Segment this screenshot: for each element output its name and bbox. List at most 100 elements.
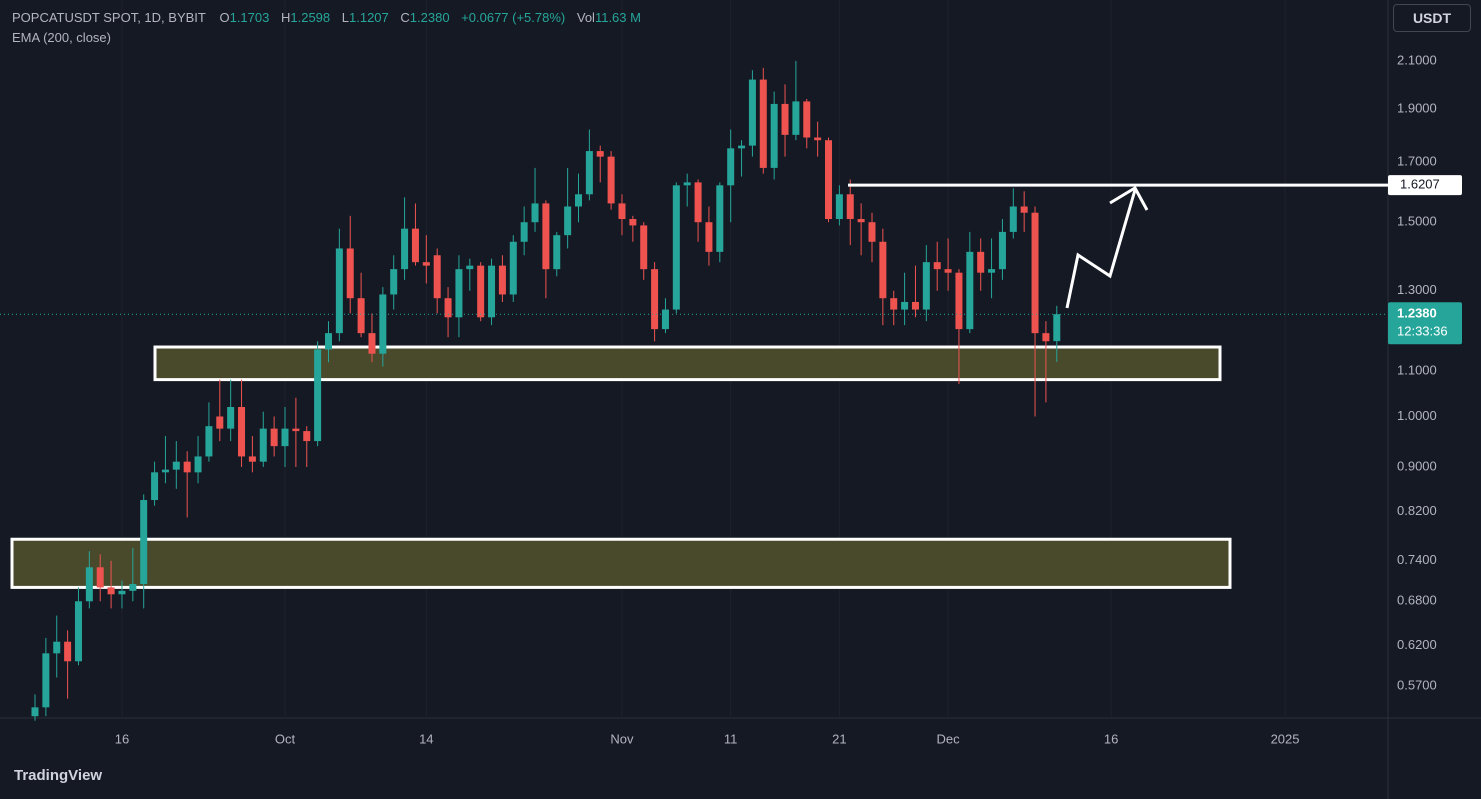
candle-body (922, 262, 930, 310)
candle-body (324, 333, 332, 350)
candle-body (825, 140, 833, 220)
candle-body (911, 301, 919, 310)
label: Vol (576, 10, 595, 25)
candle-body (172, 461, 180, 470)
value: 1.2380 (409, 10, 450, 25)
candle-body (64, 641, 72, 662)
candle-body (520, 222, 528, 242)
candle-body (944, 269, 952, 273)
y-tick-label: 0.8200 (1397, 503, 1437, 518)
candle-body (498, 265, 506, 295)
candle-body (1009, 206, 1017, 232)
y-tick-label: 0.7400 (1397, 552, 1437, 567)
candle-body (422, 262, 430, 266)
candle-body (118, 590, 126, 595)
x-tick-label: 21 (832, 731, 846, 746)
candle-body (705, 222, 713, 252)
candle-body (42, 653, 50, 708)
candle-body (672, 185, 680, 310)
candle-body (248, 456, 256, 462)
y-tick-label: 1.5000 (1397, 214, 1437, 229)
candle-body (977, 251, 985, 273)
candle-body (444, 298, 452, 318)
candle-body (31, 707, 39, 717)
currency-button[interactable]: USDT (1393, 4, 1471, 32)
candle-body (509, 241, 517, 295)
candle-body (368, 333, 376, 354)
candle-body (346, 248, 354, 299)
indicator: EMA (200, close) (12, 30, 111, 45)
candle-body (194, 456, 202, 473)
candle-body (411, 228, 419, 263)
y-tick-label: 2.1000 (1397, 52, 1437, 67)
candle-body (1042, 333, 1050, 342)
candle-body (314, 349, 322, 442)
candle-body (129, 583, 137, 591)
candle-body (531, 203, 539, 223)
candle-body (107, 587, 115, 595)
candle-body (151, 472, 159, 501)
candle-body (238, 407, 246, 457)
x-tick-label: 11 (724, 731, 738, 746)
candle-body (390, 269, 398, 295)
candle-body (770, 103, 778, 168)
candle-body (74, 601, 82, 662)
candle-body (575, 194, 582, 207)
candle-body (901, 301, 909, 310)
candle-body (868, 222, 876, 242)
candle-body (1053, 314, 1061, 342)
candle-body (357, 298, 365, 334)
label: O (219, 10, 230, 25)
resistance-box (1388, 175, 1462, 196)
candle-body (542, 203, 550, 270)
value: 1.1207 (349, 10, 389, 25)
candle-body (1031, 212, 1039, 334)
projection-arrow (1065, 185, 1149, 309)
y-tick-label: 0.5700 (1397, 677, 1437, 692)
candle-body (716, 185, 724, 252)
candle-body (1020, 206, 1028, 213)
candle-body (161, 469, 169, 473)
zone (10, 537, 1232, 589)
candle-body (488, 265, 496, 318)
candle-body (607, 156, 615, 204)
candle-body (835, 194, 843, 220)
candle-body (998, 231, 1006, 270)
candle-body (270, 428, 278, 447)
y-tick-label: 1.3000 (1397, 282, 1437, 297)
candle-body (227, 407, 235, 429)
value: 1.1703 (229, 10, 270, 25)
candle-body (738, 145, 746, 149)
legend: POPCATUSDT SPOT, 1D, BYBIT O1.1703 H1.25… (12, 8, 649, 48)
candle-body (803, 101, 811, 138)
y-tick-label: 1.1000 (1397, 362, 1437, 377)
candle-body (455, 269, 463, 318)
candle-body (401, 228, 409, 270)
candle-body (53, 641, 61, 654)
y-tick-label: 0.6200 (1397, 637, 1437, 652)
candle-body (792, 101, 800, 135)
candle-body (759, 79, 767, 168)
candle-body (553, 235, 561, 270)
value: 1.2598 (290, 10, 331, 25)
symbol: POPCATUSDT SPOT, 1D, BYBIT (12, 10, 206, 25)
last-price-label: 1.2380 (1397, 306, 1437, 321)
candle-body (292, 428, 300, 432)
candle-body (85, 567, 93, 602)
x-tick-label: 2025 (1271, 731, 1300, 746)
label: H (280, 10, 291, 25)
brand: TradingView (14, 767, 103, 784)
candle-body (205, 426, 213, 457)
candle-body (988, 269, 996, 273)
candle-body (748, 79, 756, 146)
candle-body (933, 262, 941, 270)
y-tick-label: 1.7000 (1397, 154, 1437, 169)
candle-body (585, 151, 593, 195)
candle-body (466, 265, 474, 270)
candle-body (433, 255, 441, 299)
candle-body (96, 567, 104, 588)
resistance-label: 1.6207 (1400, 177, 1440, 192)
candle-body (661, 309, 669, 330)
y-tick-label: 1.9000 (1397, 100, 1437, 115)
